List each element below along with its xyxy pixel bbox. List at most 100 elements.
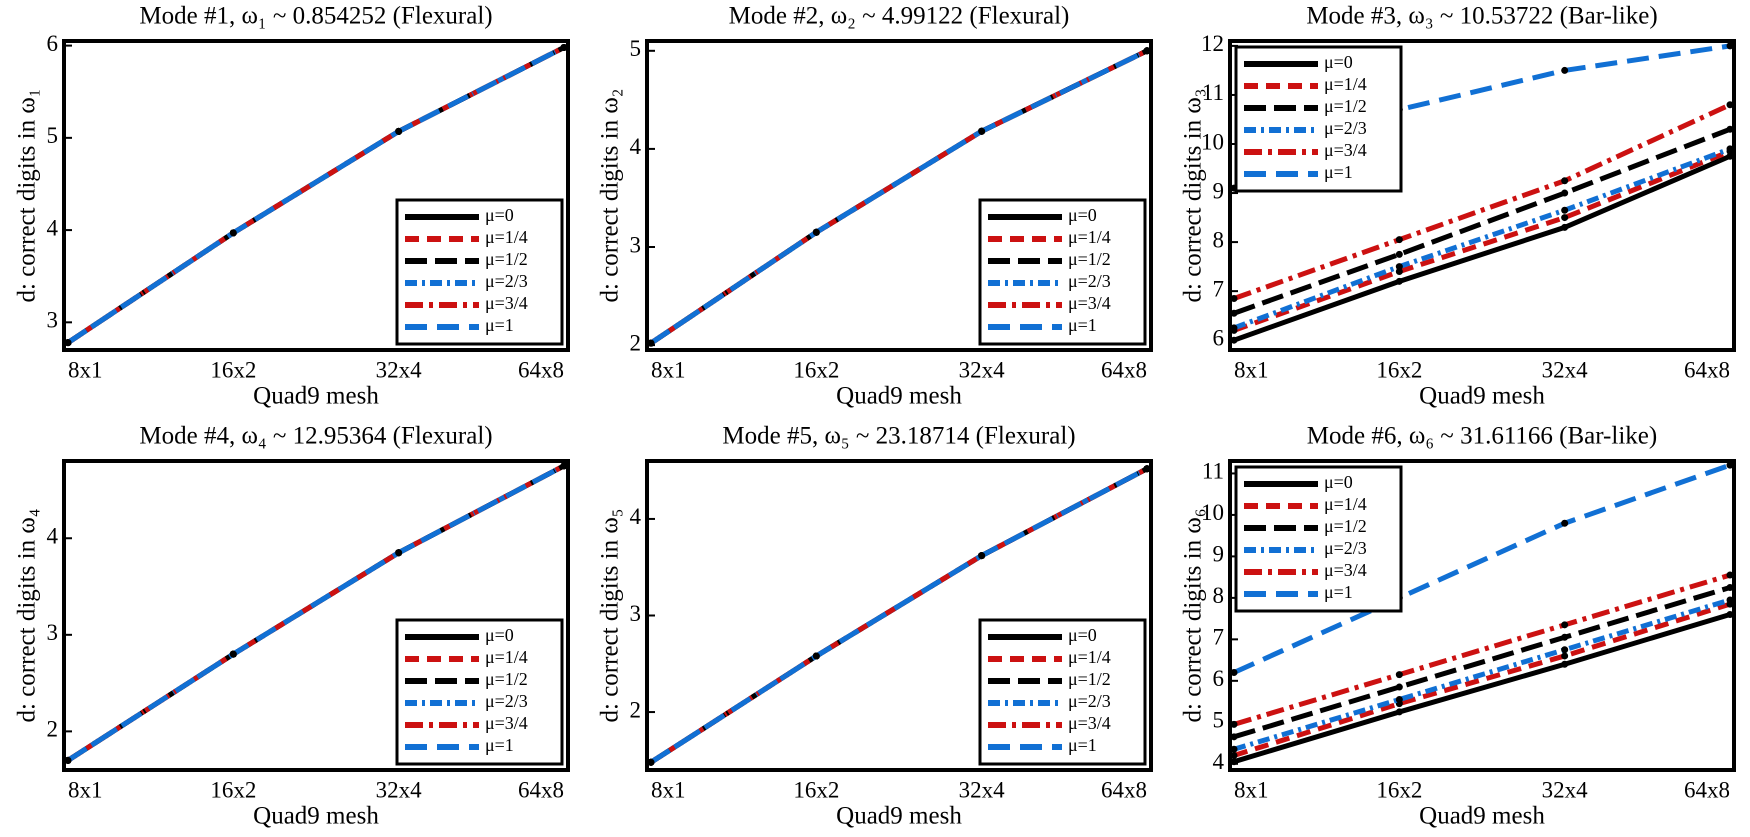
point-marker: [978, 127, 986, 135]
y-tick-label: 6: [1213, 666, 1225, 691]
y-tick-label: 2: [47, 717, 59, 742]
x-tick-label: 32x4: [959, 777, 1006, 802]
point-marker: [1561, 519, 1569, 527]
point-marker: [1726, 571, 1734, 579]
chart-title: Mode #2, ω₂ ~ 4.99122 (Flexural): [729, 3, 1070, 30]
legend-label: μ=3/4: [485, 713, 528, 733]
point-marker: [1561, 66, 1569, 74]
x-tick-label: 16x2: [1376, 777, 1422, 802]
legend-label: μ=1: [1068, 735, 1097, 755]
chart-title: Mode #1, ω₁ ~ 0.854252 (Flexural): [139, 3, 492, 30]
y-tick-label: 2: [630, 697, 642, 722]
point-marker: [1395, 695, 1403, 703]
legend-label: μ=2/3: [485, 271, 528, 291]
point-marker: [64, 756, 72, 764]
point-marker: [1726, 101, 1734, 109]
subplot: Mode #5, ω₅ ~ 23.18714 (Flexural) Quad9 m…: [597, 423, 1153, 830]
series-line: [1233, 597, 1731, 752]
x-tick-label: 16x2: [793, 357, 839, 382]
point-marker: [1561, 621, 1569, 629]
legend-label: μ=1/4: [485, 647, 528, 667]
series-line: [649, 48, 1149, 346]
x-axis-label: Quad9 mesh: [836, 383, 962, 410]
point-marker: [1561, 206, 1569, 214]
y-axis-label: d: correct digits in ω₁: [14, 88, 41, 302]
legend-box: [1234, 465, 1403, 613]
x-tick-label: 32x4: [376, 357, 423, 382]
plot-frame: [1228, 459, 1736, 772]
x-tick-label: 8x1: [651, 777, 686, 802]
y-axis-label: d: correct digits in ω₄: [14, 508, 41, 722]
y-axis-label: d: correct digits in ω₂: [597, 88, 624, 302]
series-line: [66, 463, 566, 763]
legend-label: μ=3/4: [1324, 560, 1367, 580]
x-tick-label: 16x2: [793, 777, 839, 802]
y-axis-label: d: correct digits in ω₃: [1180, 88, 1207, 302]
point-marker: [229, 229, 237, 237]
point-marker: [1143, 47, 1151, 55]
x-tick-label: 8x1: [651, 357, 686, 382]
point-marker: [647, 339, 655, 347]
legend-box: [978, 618, 1147, 766]
y-axis-label: d: correct digits in ω₆: [1180, 508, 1207, 722]
point-marker: [1395, 683, 1403, 691]
subplot: Mode #3, ω₃ ~ 10.53722 (Bar-like) Quad9 m…: [1180, 3, 1736, 410]
plot-frame: [62, 459, 570, 772]
x-tick-label: 64x8: [1101, 357, 1147, 382]
plot-frame: [645, 39, 1153, 352]
point-marker: [1230, 751, 1238, 759]
legend-label: μ=1/2: [485, 669, 528, 689]
legend-label: μ=1: [485, 735, 514, 755]
legend-label: μ=1: [485, 315, 514, 335]
point-marker: [560, 43, 568, 51]
point-marker: [395, 549, 403, 557]
legend-label: μ=0: [485, 625, 514, 645]
series-line: [1233, 601, 1731, 758]
x-tick-label: 16x2: [210, 357, 256, 382]
point-marker: [812, 652, 820, 660]
point-marker: [1561, 223, 1569, 231]
x-tick-label: 8x1: [1234, 777, 1269, 802]
x-tick-label: 16x2: [210, 777, 256, 802]
legend-label: μ=2/3: [1068, 271, 1111, 291]
point-marker: [1230, 745, 1238, 753]
legend-label: μ=0: [1068, 205, 1097, 225]
series-line: [1232, 43, 1731, 191]
legend-label: μ=1/2: [485, 249, 528, 269]
legend-label: μ=1: [1324, 582, 1353, 602]
x-tick-label: 8x1: [68, 777, 103, 802]
point-marker: [1561, 177, 1569, 185]
legend-label: μ=1/2: [1068, 249, 1111, 269]
legend-box: [1234, 45, 1403, 193]
legend-label: μ=1/2: [1324, 96, 1367, 116]
series-line: [1233, 102, 1732, 301]
plot-frame: [645, 459, 1153, 772]
point-marker: [1395, 708, 1403, 716]
legend-label: μ=1/2: [1324, 516, 1367, 536]
point-marker: [978, 552, 986, 560]
legend-label: μ=1/4: [1068, 227, 1111, 247]
point-marker: [1143, 465, 1151, 473]
legend-box: [395, 198, 564, 346]
y-tick-label: 9: [1213, 178, 1225, 203]
y-tick-label: 5: [1213, 708, 1225, 733]
y-tick-label: 4: [630, 504, 642, 529]
x-tick-label: 64x8: [1101, 777, 1147, 802]
y-axis-label: d: correct digits in ω₅: [597, 508, 624, 722]
chart-title: Mode #4, ω₄ ~ 12.95364 (Flexural): [139, 423, 492, 450]
point-marker: [1726, 152, 1734, 160]
legend-label: μ=0: [485, 205, 514, 225]
legend-label: μ=3/4: [485, 293, 528, 313]
subplot: Mode #6, ω₆ ~ 31.61166 (Bar-like) Quad9 m…: [1180, 423, 1736, 830]
point-marker: [1230, 758, 1238, 766]
point-marker: [395, 127, 403, 135]
y-tick-label: 11: [1202, 80, 1224, 105]
legend-label: μ=0: [1324, 472, 1353, 492]
legend-label: μ=0: [1324, 52, 1353, 72]
point-marker: [1561, 646, 1569, 654]
y-tick-label: 10: [1201, 129, 1224, 154]
y-tick-label: 5: [630, 36, 642, 61]
point-marker: [1230, 295, 1238, 302]
point-marker: [1230, 669, 1238, 677]
y-tick-label: 3: [47, 308, 59, 333]
